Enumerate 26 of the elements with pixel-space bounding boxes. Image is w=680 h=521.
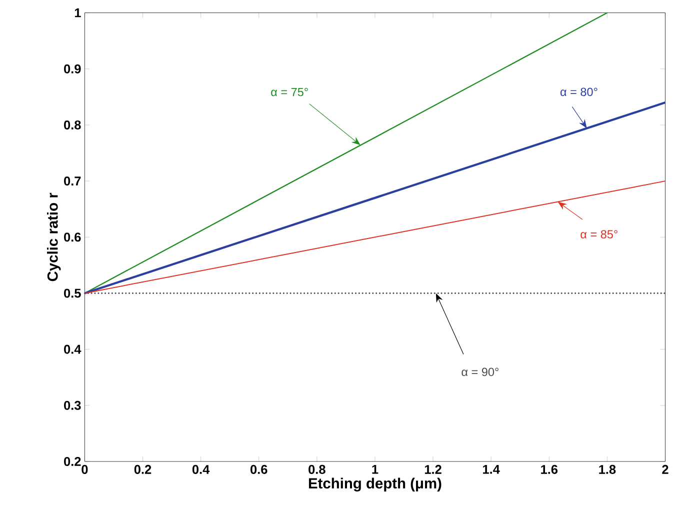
y-tick-label: 0.6	[64, 232, 81, 242]
x-axis-title: Etching depth (μm)	[308, 478, 442, 492]
x-tick-label: 0	[82, 465, 88, 474]
y-tick-label: 0.3	[64, 401, 81, 410]
y-axis-title: Cyclic ratio r	[47, 193, 61, 282]
y-tick-label: 0.8	[64, 120, 81, 130]
y-tick-label: 0.5	[64, 288, 81, 298]
annotation: α = 80°	[560, 88, 598, 96]
x-tick-label: 1.6	[541, 465, 558, 474]
y-tick-label: 0.4	[64, 345, 82, 354]
y-tick-label: 0.9	[64, 64, 81, 74]
x-tick-label: 0.6	[250, 465, 268, 474]
x-tick-label: 0.8	[308, 465, 326, 474]
x-tick-label: 1	[372, 465, 378, 474]
x-tick-label: 1.8	[599, 465, 616, 474]
x-tick-label: 1.4	[483, 465, 500, 474]
x-tick-label: 2	[662, 465, 668, 474]
x-tick-label: 1.2	[424, 465, 442, 474]
x-tick-label: 0.2	[134, 465, 152, 474]
annotation: α = 85°	[580, 230, 618, 239]
y-tick-label: 0.7	[64, 176, 81, 186]
annotation: α = 90°	[462, 368, 498, 376]
y-tick-label: 0.2	[64, 457, 81, 466]
y-tick-label: 1	[74, 8, 81, 18]
annotation: α = 75°	[271, 88, 308, 96]
x-tick-label: 0.4	[192, 465, 210, 474]
